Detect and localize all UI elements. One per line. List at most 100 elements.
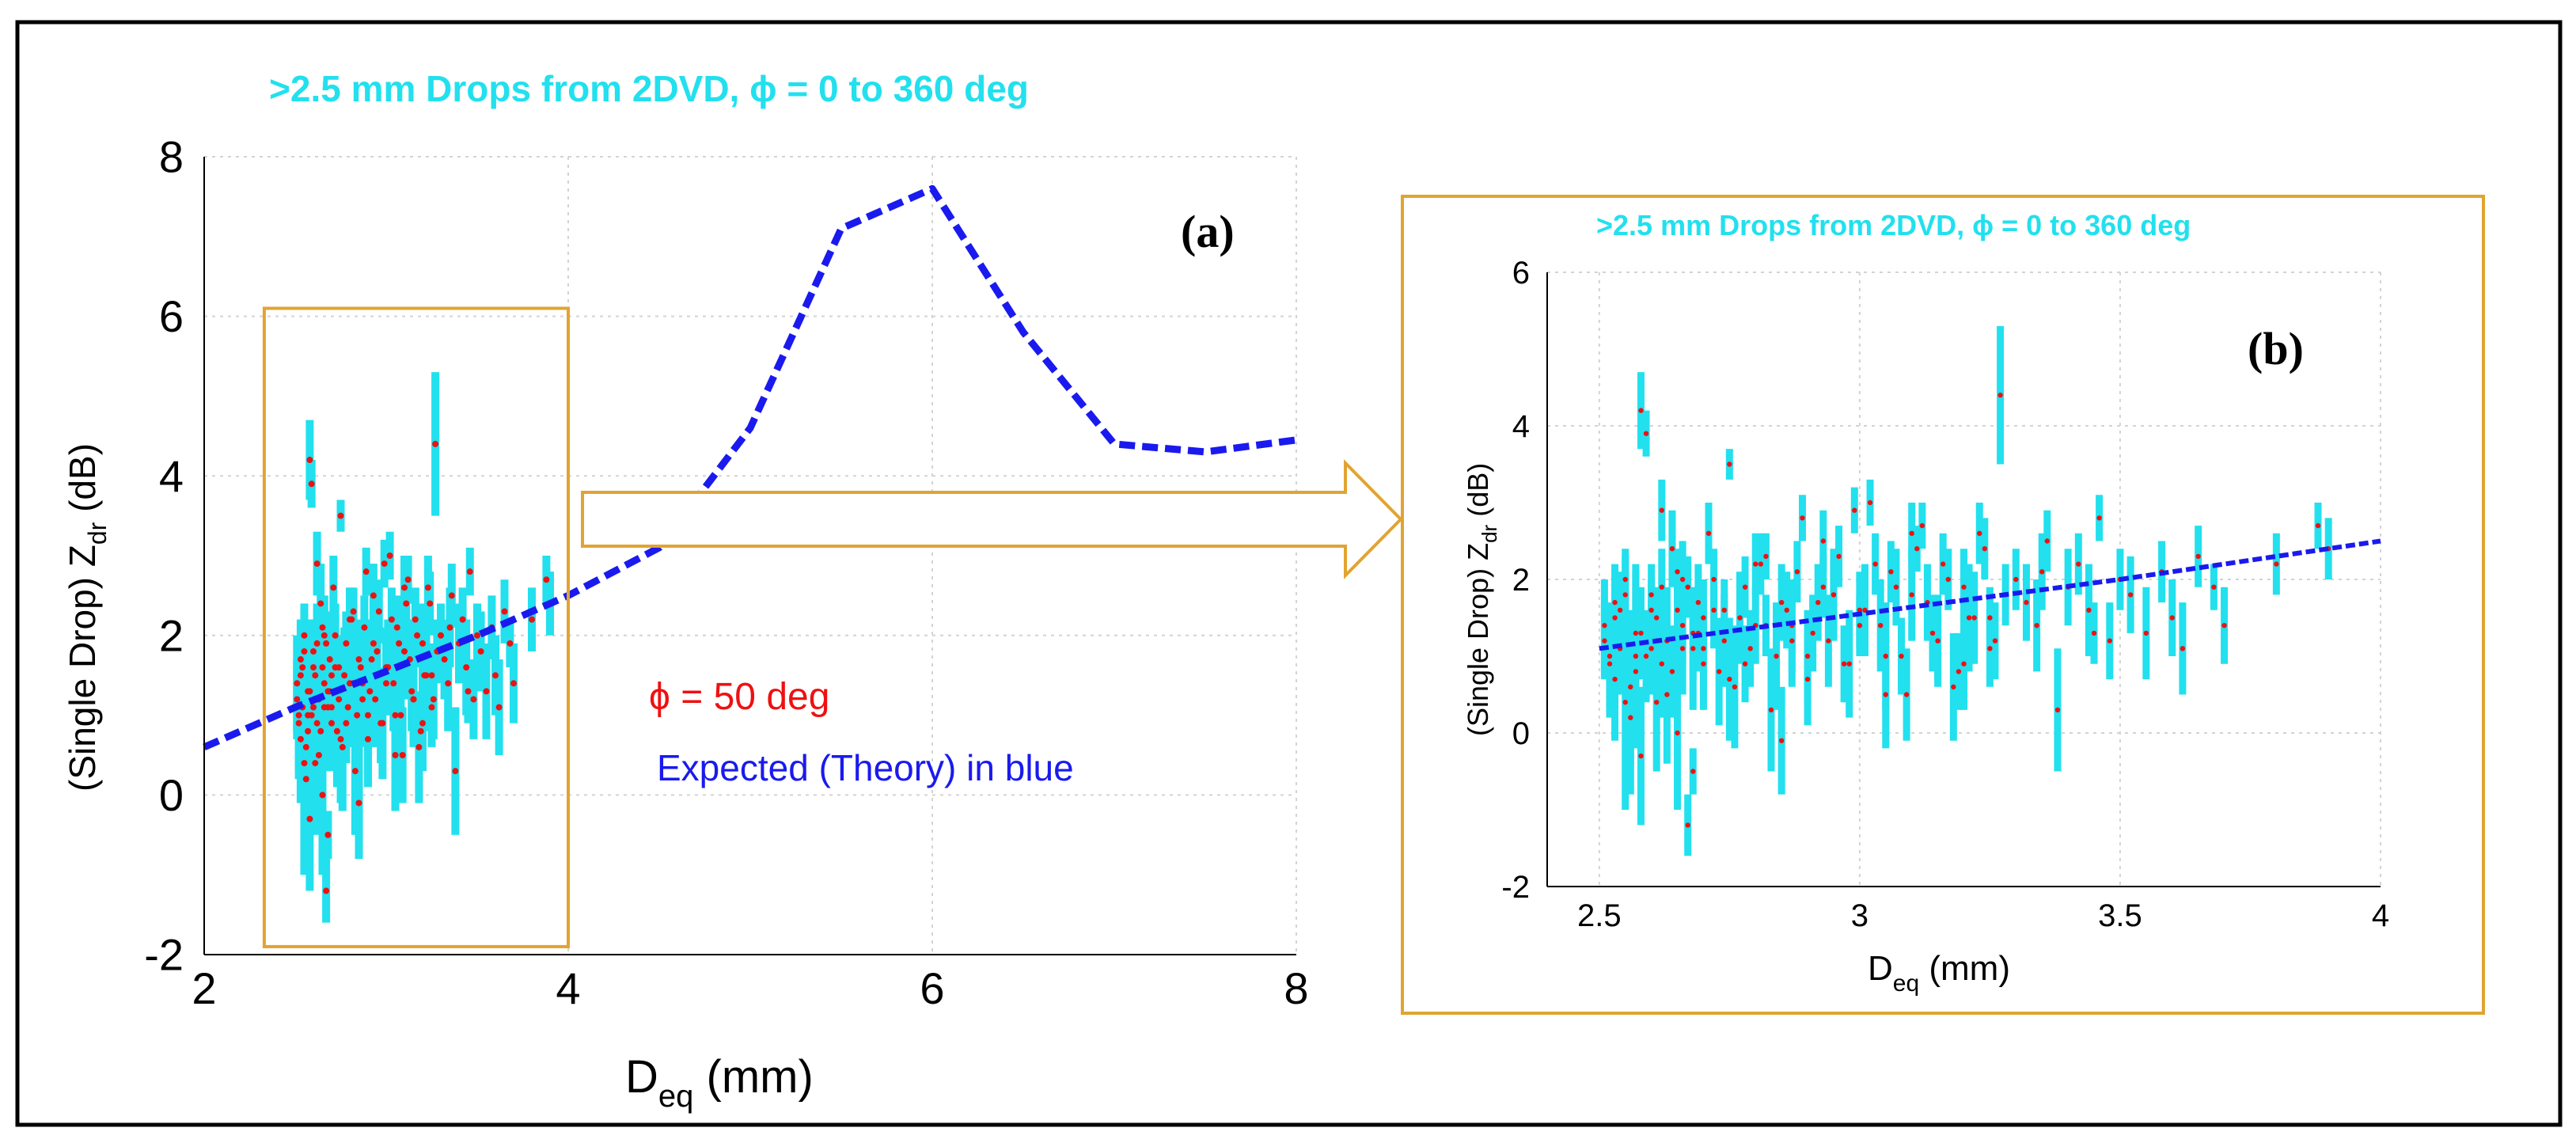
drop-point (1883, 653, 1888, 659)
drop-point (366, 688, 374, 695)
drop-point (2039, 569, 2045, 575)
drop-point (355, 799, 362, 807)
drop-point (324, 688, 332, 695)
drop-point (1899, 653, 1904, 659)
drop-point (1971, 615, 1977, 621)
drop-point (1643, 653, 1649, 659)
y-tick-label: 6 (1512, 256, 1530, 290)
drop-point (1857, 623, 1863, 628)
drop-point (441, 656, 448, 663)
drop-point (301, 760, 308, 767)
drop-point (2076, 561, 2081, 567)
drop-point (1852, 507, 1857, 513)
drop-point (1789, 638, 1795, 644)
drop-point (2107, 638, 2112, 644)
drop-point (337, 512, 344, 519)
drop-point (1617, 607, 1623, 613)
drop-point (361, 624, 368, 631)
drop-point (1997, 393, 2003, 398)
drop-point (1893, 584, 1899, 590)
drop-point (390, 680, 397, 687)
drop-point (313, 640, 321, 647)
drop-point (2211, 584, 2217, 590)
drop-point (1648, 592, 1654, 598)
drop-point (397, 712, 404, 719)
drop-point (381, 560, 388, 568)
drop-point (1794, 569, 1800, 575)
y-tick-label: -2 (1501, 870, 1530, 905)
drop-point (332, 632, 339, 639)
drop-point (1841, 661, 1847, 666)
drop-point (1701, 615, 1706, 621)
drop-point (1753, 561, 1758, 567)
theory-line (1599, 538, 2381, 651)
drop-point (401, 647, 408, 655)
drop-point (1654, 615, 1660, 621)
drop-point (1679, 576, 1686, 583)
drop-point (410, 696, 417, 703)
drop-point (423, 672, 430, 679)
drop-point (343, 640, 350, 647)
drop-point (294, 696, 301, 703)
drop-point (393, 624, 400, 631)
drop-point (1857, 607, 1863, 613)
drop-point (2169, 615, 2175, 621)
drop-point (302, 776, 309, 783)
drop-point (1815, 599, 1821, 606)
drop-point (357, 664, 364, 671)
drop-point (1810, 630, 1815, 636)
drop-point (310, 647, 317, 655)
drop-point (1669, 546, 1675, 552)
drop-point (438, 632, 444, 639)
drop-point (299, 664, 306, 671)
drop-point (1826, 638, 1831, 644)
y-tick-label: 4 (1512, 409, 1530, 444)
drop-point (323, 640, 330, 647)
drop-point (2086, 607, 2092, 613)
drop-point (417, 727, 424, 735)
drop-point (2013, 576, 2019, 583)
drop-point (295, 720, 302, 727)
drop-point (1679, 623, 1686, 628)
drop-point (1966, 615, 1972, 621)
y-tick-label: -2 (144, 930, 184, 980)
drop-point (319, 792, 326, 799)
drop-point (1982, 546, 1988, 552)
drop-point (1951, 684, 1956, 689)
drop-point (375, 608, 382, 615)
drop-point (1675, 569, 1680, 575)
drop-point (1633, 630, 1639, 636)
drop-point (1705, 530, 1712, 536)
drop-point (1612, 676, 1618, 682)
drop-point (1992, 638, 1998, 644)
drop-point (319, 664, 326, 671)
panel-b-theory (1599, 538, 2381, 651)
panel-a-y-label: (Single Drop) Zdr (dB) (62, 443, 112, 792)
panel-a-x-label: Deq (mm) (625, 1051, 814, 1114)
drop-point (1784, 607, 1789, 613)
drop-point (1622, 576, 1628, 583)
drop-point (297, 656, 304, 663)
drop-point (1638, 753, 1644, 759)
drop-point (2096, 515, 2102, 521)
drop-point (2024, 599, 2029, 606)
drop-point (495, 704, 503, 711)
drop-point (501, 608, 508, 615)
drop-point (317, 727, 324, 735)
drop-point (347, 616, 353, 623)
drop-point (321, 680, 328, 687)
drop-point (1675, 607, 1680, 613)
x-tick-label: 4 (556, 963, 580, 1013)
drop-point (386, 553, 393, 559)
panel-a-annotation-theory: Expected (Theory) in blue (657, 747, 1074, 788)
drop-point (445, 680, 452, 687)
drop-point (1768, 707, 1774, 713)
drop-point (1909, 530, 1914, 536)
drop-point (404, 576, 412, 583)
panel-b-chart: >2.5 mm Drops from 2DVD, ϕ = 0 to 360 de… (1462, 209, 2389, 997)
drop-point (1888, 569, 1894, 575)
drop-point (1638, 630, 1644, 636)
drop-point (2127, 592, 2134, 598)
drop-point (1732, 684, 1738, 689)
drop-point (1664, 692, 1670, 697)
